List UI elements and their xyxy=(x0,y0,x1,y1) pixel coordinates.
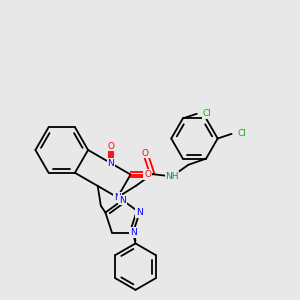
Text: N: N xyxy=(119,196,126,205)
Text: Cl: Cl xyxy=(202,109,211,118)
Text: NH: NH xyxy=(165,172,179,181)
Text: N: N xyxy=(114,193,121,202)
Text: N: N xyxy=(107,159,114,168)
Text: N: N xyxy=(136,208,143,217)
Text: O: O xyxy=(142,149,149,158)
Text: Cl: Cl xyxy=(237,129,246,138)
Text: O: O xyxy=(107,142,114,151)
Text: N: N xyxy=(130,228,136,237)
Text: O: O xyxy=(144,170,151,179)
